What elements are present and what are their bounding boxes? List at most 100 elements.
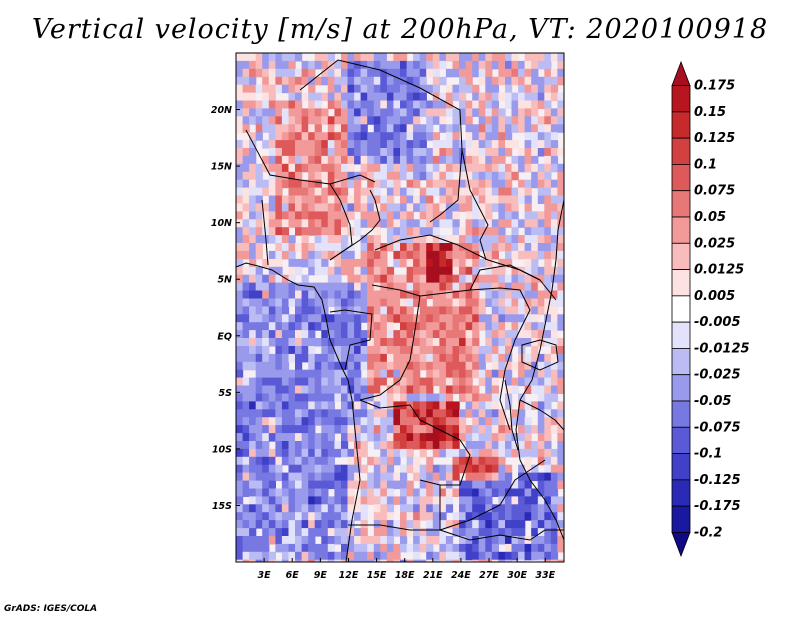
field-cell: [498, 132, 506, 141]
field-cell: [465, 543, 473, 553]
field-cell: [380, 92, 388, 102]
field-cell: [308, 163, 316, 173]
field-cell: [393, 140, 401, 149]
field-cell: [295, 92, 303, 102]
field-cell: [295, 520, 303, 529]
field-cell: [236, 543, 244, 553]
field-cell: [268, 322, 276, 331]
field-cell: [268, 425, 276, 434]
field-cell: [413, 441, 421, 450]
field-cell: [380, 219, 388, 228]
field-cell: [268, 211, 276, 220]
field-cell: [301, 76, 309, 86]
border-namibia-zambia: [439, 529, 564, 541]
field-cell: [498, 282, 506, 292]
field-cell: [485, 92, 493, 102]
field-cell: [524, 124, 532, 133]
field-cell: [472, 338, 480, 347]
field-cell: [314, 140, 322, 149]
field-cell: [373, 100, 381, 109]
field-cell: [347, 92, 355, 102]
field-cell: [557, 543, 564, 553]
field-cell: [419, 448, 427, 458]
field-cell: [373, 140, 381, 149]
field-cell: [478, 441, 486, 450]
field-cell: [564, 552, 571, 561]
field-cell: [518, 76, 526, 86]
field-cell: [275, 385, 283, 394]
field-cell: [544, 551, 552, 561]
field-cell: [465, 132, 473, 141]
field-cell: [485, 322, 493, 331]
field-cell: [432, 84, 440, 94]
field-cell: [406, 68, 414, 78]
field-cell: [268, 353, 276, 363]
y-tick-label: 20N: [211, 105, 232, 116]
field-cell: [419, 314, 427, 323]
field-cell: [432, 68, 440, 78]
field-cell: [275, 377, 283, 387]
field-cell: [537, 274, 545, 284]
field-cell: [393, 290, 401, 299]
field-cell: [537, 290, 545, 299]
field-cell: [459, 496, 467, 505]
field-cell: [524, 195, 532, 204]
field-cell: [465, 290, 473, 299]
field-cell: [255, 536, 263, 545]
field-cell: [531, 163, 539, 173]
field-cell: [354, 322, 362, 331]
field-cell: [242, 266, 250, 276]
field-cell: [452, 219, 460, 228]
field-cell: [406, 298, 414, 307]
field-cell: [524, 53, 532, 62]
field-cell: [459, 448, 467, 458]
field-cell: [236, 385, 244, 394]
field-cell: [341, 108, 349, 117]
field-cell: [413, 203, 421, 212]
field-cell: [301, 512, 309, 521]
field-cell: [275, 148, 283, 157]
field-cell: [301, 433, 309, 442]
field-cell: [288, 496, 296, 505]
field-cell: [524, 132, 532, 141]
field-cell: [367, 84, 375, 94]
field-cell: [511, 330, 519, 339]
field-cell: [367, 243, 375, 252]
field-cell: [334, 496, 342, 505]
field-cell: [360, 274, 368, 284]
field-cell: [511, 361, 519, 371]
field-cell: [544, 68, 552, 78]
field-cell: [452, 266, 460, 276]
field-cell: [452, 155, 460, 165]
field-cell: [236, 219, 244, 228]
field-cell: [281, 203, 290, 212]
field-cell: [367, 346, 375, 355]
field-cell: [485, 456, 493, 466]
field-cell: [354, 290, 362, 299]
field-cell: [485, 298, 493, 307]
colorbar-bin: [671, 505, 691, 533]
field-cell: [439, 108, 447, 117]
field-cell: [314, 512, 322, 521]
field-cell: [242, 171, 250, 181]
field-cell: [347, 536, 355, 545]
field-cell: [419, 290, 427, 299]
field-cell: [373, 298, 381, 307]
field-cell: [550, 148, 559, 157]
field-cell: [426, 306, 434, 315]
field-cell: [505, 60, 513, 70]
field-cell: [445, 496, 454, 505]
field-cell: [498, 243, 506, 252]
field-cell: [314, 171, 322, 181]
field-cell: [452, 84, 460, 94]
coastline-west-africa: [236, 262, 361, 562]
field-cell: [308, 116, 316, 125]
field-cell: [439, 559, 447, 562]
field-cell: [393, 76, 401, 86]
field-cell: [321, 227, 329, 236]
field-cell: [268, 417, 276, 426]
field-cell: [550, 219, 559, 228]
field-cell: [413, 116, 421, 125]
field-cell: [268, 338, 276, 347]
